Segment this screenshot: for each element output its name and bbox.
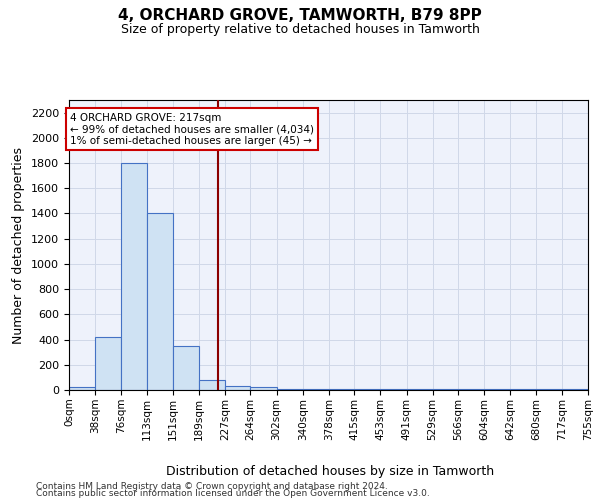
Text: 4, ORCHARD GROVE, TAMWORTH, B79 8PP: 4, ORCHARD GROVE, TAMWORTH, B79 8PP <box>118 8 482 22</box>
Text: Contains public sector information licensed under the Open Government Licence v3: Contains public sector information licen… <box>36 490 430 498</box>
Text: Size of property relative to detached houses in Tamworth: Size of property relative to detached ho… <box>121 22 479 36</box>
Text: Distribution of detached houses by size in Tamworth: Distribution of detached houses by size … <box>166 464 494 477</box>
Bar <box>121 163 146 390</box>
Bar <box>146 214 173 390</box>
Bar <box>225 386 250 390</box>
Y-axis label: Number of detached properties: Number of detached properties <box>13 146 25 344</box>
Bar <box>69 387 95 390</box>
Text: Contains HM Land Registry data © Crown copyright and database right 2024.: Contains HM Land Registry data © Crown c… <box>36 482 388 491</box>
Bar <box>277 388 303 390</box>
Bar <box>95 337 121 390</box>
Bar <box>199 380 225 390</box>
Bar <box>173 346 199 390</box>
Bar <box>250 388 277 390</box>
Text: 4 ORCHARD GROVE: 217sqm
← 99% of detached houses are smaller (4,034)
1% of semi-: 4 ORCHARD GROVE: 217sqm ← 99% of detache… <box>70 112 314 146</box>
